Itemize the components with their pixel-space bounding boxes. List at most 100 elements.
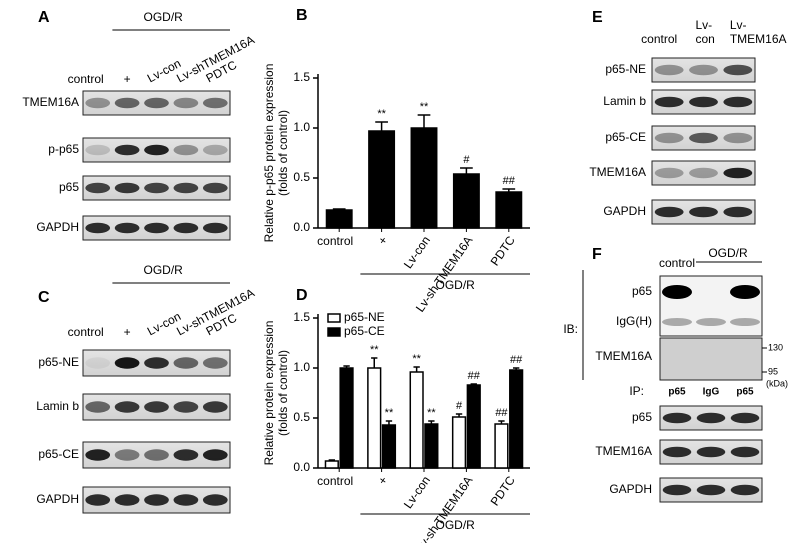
band xyxy=(662,285,692,299)
band xyxy=(654,96,684,108)
band xyxy=(730,318,760,326)
column-label: control xyxy=(68,72,104,86)
band xyxy=(85,182,111,194)
row-label: p65-CE xyxy=(605,130,646,144)
row-label: p65 xyxy=(632,410,652,424)
band xyxy=(114,494,140,506)
band xyxy=(85,357,111,369)
significance: ## xyxy=(510,354,523,366)
band xyxy=(730,285,760,299)
y-tick-label: 1.0 xyxy=(293,120,310,134)
band xyxy=(144,182,169,194)
panel-letter: C xyxy=(38,289,50,306)
row-label: Lamin b xyxy=(36,399,79,413)
significance: # xyxy=(463,154,470,166)
bar xyxy=(424,423,439,469)
significance: ## xyxy=(495,407,508,419)
x-tick-label: control xyxy=(317,474,353,488)
band xyxy=(689,167,718,179)
bar xyxy=(410,127,438,229)
row-label: GAPDH xyxy=(603,204,646,218)
x-tick-label: PDTC xyxy=(488,233,518,268)
column-label: TMEM16A xyxy=(730,32,787,46)
column-label: Lv- xyxy=(696,18,713,32)
panel-letter: F xyxy=(592,246,602,263)
band xyxy=(173,449,199,461)
bar xyxy=(452,173,480,229)
x-tick-label: Lv-con xyxy=(401,234,433,272)
y-axis-label: Relative protein expression xyxy=(262,321,276,466)
band xyxy=(85,97,111,109)
band xyxy=(654,132,684,144)
row-label: p65 xyxy=(632,284,652,298)
x-tick-label: + xyxy=(375,234,390,248)
significance: ** xyxy=(370,344,379,356)
row-label: TMEM16A xyxy=(595,349,652,363)
band xyxy=(173,182,199,194)
row-label: IgG(H) xyxy=(616,314,652,328)
band xyxy=(654,206,684,218)
ip-lane: IgG xyxy=(703,387,720,398)
bar xyxy=(324,460,339,469)
y-axis-label: Relative p-p65 protein expression xyxy=(262,64,276,243)
band xyxy=(689,206,718,218)
band xyxy=(85,222,111,234)
ip-lane: p65 xyxy=(668,387,686,398)
y-tick-label: 0.5 xyxy=(293,170,310,184)
bar xyxy=(368,130,396,229)
band xyxy=(696,318,726,326)
panel-letter: A xyxy=(38,9,50,26)
marker: 95 xyxy=(768,366,778,376)
row-label: GAPDH xyxy=(36,492,79,506)
marker: (kDa) xyxy=(766,378,788,388)
panel-letter: D xyxy=(296,287,308,304)
band xyxy=(723,167,753,179)
significance: ## xyxy=(503,175,516,187)
band xyxy=(85,449,111,461)
row-label: p65-NE xyxy=(605,62,646,76)
significance: ** xyxy=(420,101,429,113)
column-label: control xyxy=(641,32,677,46)
band xyxy=(662,412,692,424)
bar xyxy=(466,384,481,469)
bar xyxy=(451,416,467,469)
ip-label: IP: xyxy=(629,384,644,398)
band xyxy=(730,412,760,424)
y-tick-label: 0.5 xyxy=(293,410,310,424)
band xyxy=(654,167,684,179)
row-label: GAPDH xyxy=(36,220,79,234)
significance: ** xyxy=(385,407,394,419)
bar xyxy=(367,367,382,469)
band xyxy=(202,449,228,461)
x-tick-label: PDTC xyxy=(488,473,518,508)
legend-swatch xyxy=(327,327,341,337)
band xyxy=(114,449,140,461)
ip-lane: p65 xyxy=(736,387,754,398)
band xyxy=(85,401,111,413)
marker: 130 xyxy=(768,342,783,352)
band xyxy=(85,494,111,506)
band xyxy=(202,97,228,109)
column-label: con xyxy=(696,32,715,46)
y-axis-label: (folds of control) xyxy=(276,110,290,196)
significance: ## xyxy=(468,370,481,382)
row-label: GAPDH xyxy=(609,482,652,496)
band xyxy=(144,97,169,109)
band xyxy=(662,446,692,458)
band xyxy=(202,222,228,234)
bar xyxy=(381,424,397,469)
band xyxy=(202,357,228,369)
group-label: OGD/R xyxy=(144,263,184,277)
group-label: OGD/R xyxy=(436,278,476,292)
x-tick-label: Lv-con xyxy=(401,474,433,512)
group-label: OGD/R xyxy=(436,518,476,532)
band xyxy=(689,96,718,108)
band xyxy=(689,132,718,144)
band xyxy=(173,401,199,413)
band xyxy=(202,144,228,156)
band xyxy=(202,494,228,506)
band xyxy=(114,401,140,413)
band xyxy=(662,318,692,326)
band xyxy=(114,144,140,156)
